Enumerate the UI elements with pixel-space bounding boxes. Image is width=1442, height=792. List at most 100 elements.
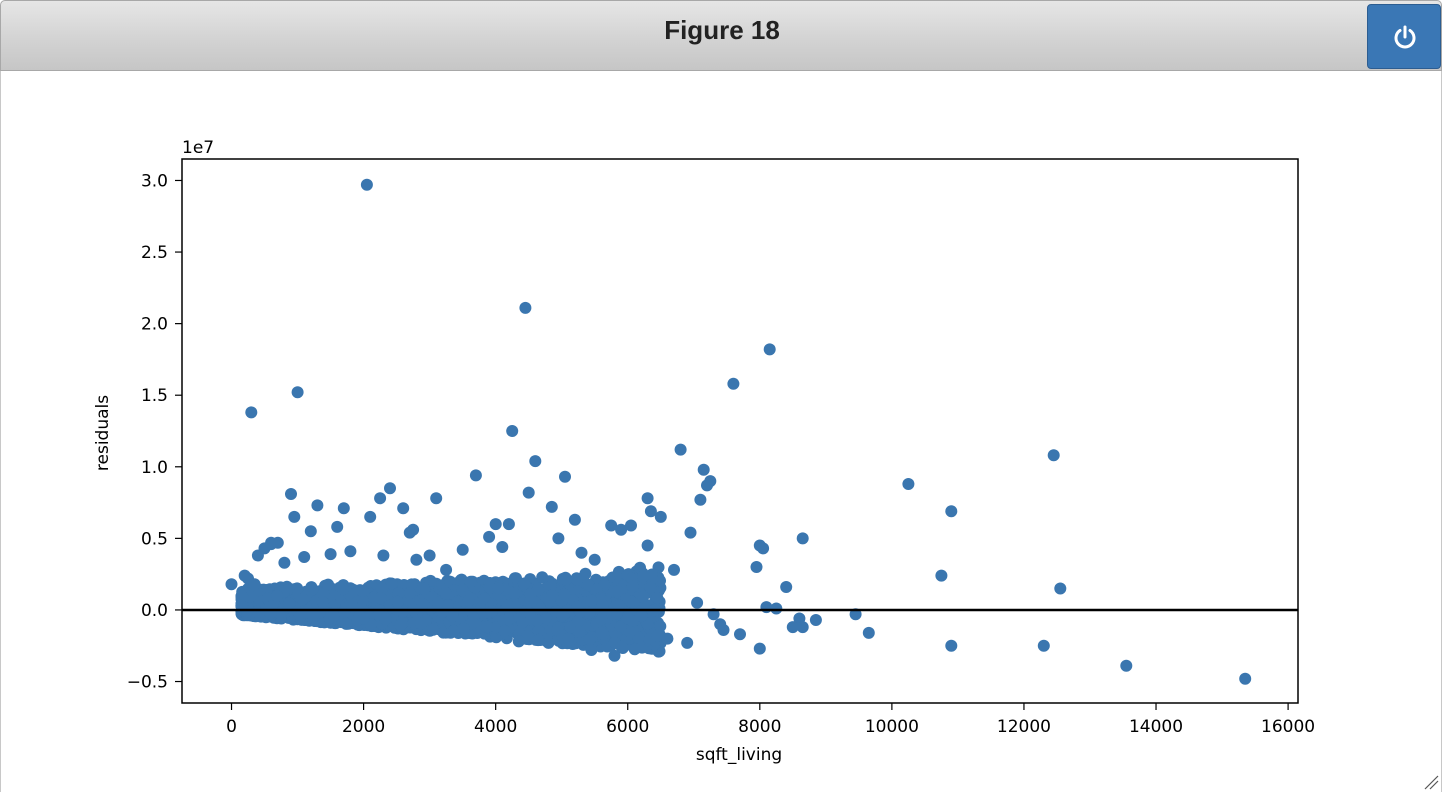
scatter-point [427,623,440,636]
scatter-point [466,617,479,630]
scatter-point [583,606,596,619]
scatter-point [691,596,704,609]
x-tick-label: 4000 [474,717,517,737]
scatter-point [694,493,707,506]
scatter-point [605,519,618,532]
scatter-point [615,523,628,536]
x-tick-label: 16000 [1261,717,1315,737]
scatter-point [384,482,396,495]
y-tick-label: 0.5 [141,529,168,549]
close-figure-button[interactable] [1367,4,1441,69]
scatter-point [641,539,654,552]
scatter-point [364,510,377,523]
x-tick-label: 12000 [997,717,1051,737]
scatter-point [945,505,958,518]
scatter-point [245,406,258,419]
resize-grip-icon[interactable] [1423,774,1439,790]
scatter-point [546,589,559,602]
y-tick-label: 1.5 [141,386,168,406]
scatter-point [483,530,496,543]
scatter-point [935,569,948,582]
scatter-point [697,463,710,476]
scatter-point [625,519,637,532]
scatter-point [701,479,713,492]
scatter-point [377,549,390,562]
x-axis-label: sqft_living [696,745,782,765]
scatter-point [1047,449,1060,462]
scatter-point [585,644,598,656]
scatter-point [374,592,387,605]
scatter-point [681,636,694,649]
scatter-point [512,635,525,648]
scatter-point [288,510,301,523]
scatter-point [431,596,444,609]
scatter-point [397,502,410,515]
scatter-point [570,573,583,586]
scatter-point [556,609,569,622]
scatter-point [498,625,511,637]
scatter-point [481,620,494,633]
scatter-point [661,632,674,645]
x-tick-label: 14000 [1129,717,1183,737]
scatter-point [579,567,592,580]
scatter-point [750,561,763,573]
scatter-point [506,425,519,437]
scatter-point [635,609,648,622]
scatter-point [674,443,687,456]
scatter-point [545,500,558,513]
scatter-point [225,578,238,591]
scatter-point [337,502,350,515]
scatter-point [786,621,799,634]
scatter-point [403,526,416,539]
scatter-point [902,478,915,490]
scatter-point [632,631,645,644]
scatter-point [464,575,477,588]
scatter-point [416,598,429,611]
scatter-point [456,543,469,556]
scatter-point [595,613,608,626]
scatter-point [410,553,423,566]
y-tick-label: 2.5 [141,243,168,263]
scatter-point [575,546,588,559]
scatter-point [415,617,428,630]
scatter-point [1239,672,1252,685]
x-tick-label: 0 [226,717,237,737]
scatter-point [727,377,740,390]
scatter-point [552,532,565,545]
scatter-point [529,455,542,468]
scatter-point [572,615,585,628]
x-tick-label: 8000 [738,717,781,737]
scatter-point [644,505,657,518]
scatter-point [588,553,601,566]
scatter-point [668,563,680,576]
scatter-point [394,619,407,632]
scatter-point [542,636,555,649]
scatter-point [331,520,344,533]
scatter-point [502,613,515,626]
scatter-point [583,633,596,646]
scatter-point [519,301,532,314]
scatter-point [623,625,636,638]
scatter-point [641,492,654,505]
scatter-point [291,386,304,399]
scatter-point [403,587,416,600]
scatter-point [298,551,311,563]
window-title: Figure 18 [664,15,780,45]
scatter-point [615,640,628,653]
y-axis-label: residuals [93,395,113,471]
scatter-point [478,592,491,605]
scatter-point [518,577,531,590]
x-tick-label: 10000 [865,717,919,737]
scatter-point [849,608,862,621]
scatter-point [626,580,639,593]
scatter-point [457,622,470,635]
scatter-point [447,625,460,637]
scatter-chart[interactable]: 0 2000 4000 6000 8000 10000 12000 14000 16000 −0.… [1,71,1441,791]
scatter-point [278,556,291,569]
scatter-point [531,614,544,627]
scatter-point [462,594,475,607]
scatter-point [644,581,657,594]
scatter-point [757,542,770,555]
scatter-point [446,610,459,623]
scatter-point [707,608,720,621]
